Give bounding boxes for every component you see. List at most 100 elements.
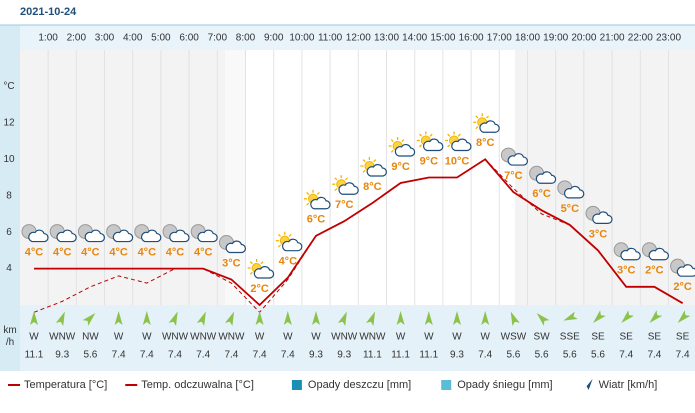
wind-arrow [621, 310, 634, 323]
legend-label: Temperatura [°C] [24, 379, 107, 391]
hour-label: 22:00 [628, 33, 653, 44]
wind-speed: 11.1 [419, 350, 438, 361]
wind-arrow [196, 311, 206, 326]
legend-label: Opady deszczu [mm] [308, 379, 411, 391]
hour-label: 14:00 [402, 33, 427, 44]
hour-label: 17:00 [487, 33, 512, 44]
wind-speed: 5.6 [535, 350, 549, 361]
arrow [255, 311, 264, 325]
wind-arrow [366, 311, 376, 326]
legend-swatch [441, 380, 452, 390]
wind-arrow [396, 311, 405, 325]
wind-row [20, 305, 695, 371]
weather-icon [21, 224, 49, 243]
weather-icon [500, 147, 528, 166]
wind-dir: NW [82, 332, 99, 343]
data-label: 4°C [194, 246, 213, 258]
weather-icon [585, 205, 613, 224]
arrow [225, 311, 235, 326]
sun-ray [306, 191, 310, 196]
legend-swatch [582, 379, 593, 391]
weather-icon [218, 235, 246, 254]
cloud [535, 171, 557, 184]
wind-speed: 9.3 [450, 350, 464, 361]
arrow [196, 311, 206, 326]
arrow [621, 310, 634, 323]
hour-label: 11:00 [318, 33, 343, 44]
wind-speed: 7.4 [112, 350, 126, 361]
wind-arrow [55, 311, 65, 326]
wind-dir: WNW [359, 332, 386, 343]
y-tick-label: 12 [3, 117, 15, 128]
cloud [394, 143, 416, 157]
wind-dir: SE [676, 332, 690, 343]
weather-icon [473, 113, 500, 133]
wind-speed: 7.4 [281, 350, 295, 361]
legend-swatch [291, 380, 302, 390]
wind-unit: km/h [3, 325, 16, 348]
arrow [30, 311, 38, 325]
arrow [55, 311, 65, 326]
weather-icon [134, 224, 162, 243]
cloud [225, 240, 246, 254]
wind-arrow [114, 311, 123, 325]
hour-label: 8:00 [236, 33, 256, 44]
cloud [592, 211, 613, 224]
wind-arrow [536, 313, 550, 326]
wind-dir: W [396, 332, 406, 343]
hour-label: 4:00 [123, 33, 143, 44]
arrow [649, 310, 663, 323]
wind-dir: W [142, 332, 152, 343]
y-tick-label: °C [3, 81, 14, 92]
arrow [283, 311, 292, 325]
sun-ray [373, 159, 377, 163]
sun-ray [457, 133, 461, 137]
wind-arrow [312, 311, 320, 325]
cloud [564, 185, 585, 199]
weather-icon [304, 189, 331, 210]
wind-arrow [510, 311, 520, 326]
y-tick-label: 8 [6, 190, 12, 201]
hour-label: 21:00 [600, 33, 625, 44]
wind-dir: W [480, 332, 490, 343]
wind-speed: 7.4 [253, 350, 267, 361]
cloud [507, 153, 528, 166]
y-tick-label: 4 [6, 263, 12, 274]
line-series [33, 158, 683, 314]
left-axis-bg [0, 25, 20, 371]
data-label: 3°C [222, 257, 241, 269]
wind-dir: W [29, 332, 39, 343]
wind-speed: 7.4 [140, 350, 154, 361]
sun-ray [447, 144, 451, 148]
hour-header [20, 25, 695, 50]
data-label: 7°C [335, 199, 354, 211]
weather-icon [529, 165, 557, 184]
wind-dir: WSW [501, 332, 527, 343]
sun-ray [447, 133, 451, 137]
sun-ray [362, 169, 366, 173]
wind-speed: 11.1 [25, 350, 44, 361]
arrow [337, 311, 347, 326]
sun-ray [260, 261, 264, 265]
arrow [510, 311, 520, 326]
sun-ray [485, 115, 490, 119]
cloud [141, 229, 162, 243]
sun-ray [418, 133, 423, 137]
wind-speed: 5.6 [591, 350, 605, 361]
arrow [312, 311, 320, 325]
sun-ray [306, 202, 310, 206]
hour-label: 16:00 [459, 33, 484, 44]
night-shade [20, 50, 225, 305]
cloud [169, 229, 190, 243]
weather-icon [641, 242, 669, 261]
cloud [479, 120, 500, 133]
weather-icon [106, 224, 134, 243]
sun-ray [390, 149, 394, 153]
hour-label: 5:00 [151, 33, 171, 44]
sun-ray [249, 261, 253, 265]
data-label: 10°C [445, 155, 470, 167]
arrow [536, 313, 550, 326]
wind-arrow [168, 311, 178, 326]
hour-label: 3:00 [95, 33, 115, 44]
